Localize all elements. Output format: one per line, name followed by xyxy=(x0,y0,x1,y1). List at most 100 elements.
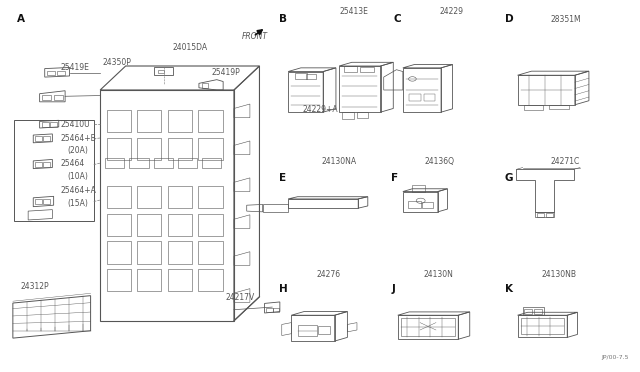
Bar xyxy=(168,138,192,160)
Bar xyxy=(198,241,223,263)
Text: C: C xyxy=(394,14,401,24)
Bar xyxy=(273,308,278,311)
Bar xyxy=(344,66,357,71)
Bar xyxy=(360,67,374,71)
Bar xyxy=(521,318,564,334)
Bar xyxy=(106,241,131,263)
Bar xyxy=(538,213,543,217)
Text: 24130N: 24130N xyxy=(423,270,453,279)
Text: A: A xyxy=(17,14,26,24)
Bar xyxy=(168,269,192,291)
Bar xyxy=(44,199,51,205)
Text: H: H xyxy=(278,284,287,294)
Bar xyxy=(168,186,192,208)
Text: D: D xyxy=(505,14,513,24)
Text: 24130NA: 24130NA xyxy=(322,157,357,166)
Text: 25464+B: 25464+B xyxy=(60,134,96,143)
Text: B: B xyxy=(278,14,287,24)
Text: (15A): (15A) xyxy=(67,199,88,208)
Bar xyxy=(298,325,317,336)
Bar xyxy=(35,136,42,141)
Bar xyxy=(54,95,63,100)
Text: 25464+A: 25464+A xyxy=(60,186,96,195)
Text: 24015DA: 24015DA xyxy=(172,44,207,52)
Text: 24229: 24229 xyxy=(439,7,463,16)
Bar xyxy=(106,138,131,160)
Bar xyxy=(534,309,542,314)
Bar xyxy=(106,269,131,291)
Text: 25410U: 25410U xyxy=(60,120,90,129)
Bar xyxy=(137,138,161,160)
Bar xyxy=(342,112,354,119)
Bar xyxy=(524,309,532,314)
Bar xyxy=(549,105,568,109)
Bar xyxy=(58,71,65,75)
Bar xyxy=(35,199,42,205)
Bar xyxy=(198,269,223,291)
Bar xyxy=(50,122,58,126)
Text: F: F xyxy=(392,173,399,183)
Text: G: G xyxy=(505,173,513,183)
Text: 24271C: 24271C xyxy=(550,157,580,166)
Bar xyxy=(157,70,164,73)
Text: 28351M: 28351M xyxy=(550,15,581,23)
Bar xyxy=(546,213,552,217)
Bar xyxy=(44,162,51,167)
Text: K: K xyxy=(505,284,513,294)
Bar xyxy=(44,136,51,141)
Text: J: J xyxy=(392,284,396,294)
Bar xyxy=(424,94,435,101)
Bar xyxy=(106,110,131,132)
Text: 25419E: 25419E xyxy=(60,63,89,72)
Text: 25464: 25464 xyxy=(60,159,84,168)
Bar xyxy=(198,186,223,208)
Text: FRONT: FRONT xyxy=(243,32,268,41)
Bar xyxy=(14,119,94,221)
Bar xyxy=(357,112,369,118)
Bar xyxy=(318,326,330,334)
Bar xyxy=(154,67,173,75)
Bar xyxy=(198,214,223,236)
Bar xyxy=(47,71,55,75)
Bar xyxy=(198,138,223,160)
Bar xyxy=(401,318,455,336)
Bar xyxy=(154,158,173,167)
Bar xyxy=(422,202,433,208)
Text: 24312P: 24312P xyxy=(20,282,49,291)
Bar xyxy=(202,158,221,167)
Text: 24217V: 24217V xyxy=(226,293,255,302)
Text: 25413E: 25413E xyxy=(339,7,368,16)
Bar xyxy=(266,308,273,311)
Text: 24130NB: 24130NB xyxy=(541,270,577,279)
Text: 24229+A: 24229+A xyxy=(302,105,338,114)
Bar xyxy=(105,158,124,167)
Bar xyxy=(168,214,192,236)
Bar xyxy=(106,214,131,236)
Bar xyxy=(106,186,131,208)
Bar xyxy=(129,158,148,167)
Text: 24276: 24276 xyxy=(316,270,340,279)
Text: 25419P: 25419P xyxy=(212,68,241,77)
Bar xyxy=(42,95,51,100)
Bar xyxy=(198,110,223,132)
Bar xyxy=(137,269,161,291)
Bar xyxy=(168,110,192,132)
Text: JP/00-7.5: JP/00-7.5 xyxy=(602,355,629,360)
Bar xyxy=(137,241,161,263)
Text: (10A): (10A) xyxy=(67,172,88,181)
Bar xyxy=(35,162,42,167)
Bar xyxy=(168,241,192,263)
Bar xyxy=(409,94,420,101)
Bar xyxy=(137,214,161,236)
Text: (20A): (20A) xyxy=(67,146,88,155)
Bar xyxy=(202,83,209,88)
Bar xyxy=(294,73,307,79)
Bar xyxy=(306,74,316,79)
Bar xyxy=(137,110,161,132)
Bar xyxy=(42,122,49,126)
Text: E: E xyxy=(278,173,285,183)
Bar xyxy=(137,186,161,208)
Text: 24136Q: 24136Q xyxy=(424,157,454,166)
Bar xyxy=(408,201,420,208)
Text: 24350P: 24350P xyxy=(102,58,131,67)
